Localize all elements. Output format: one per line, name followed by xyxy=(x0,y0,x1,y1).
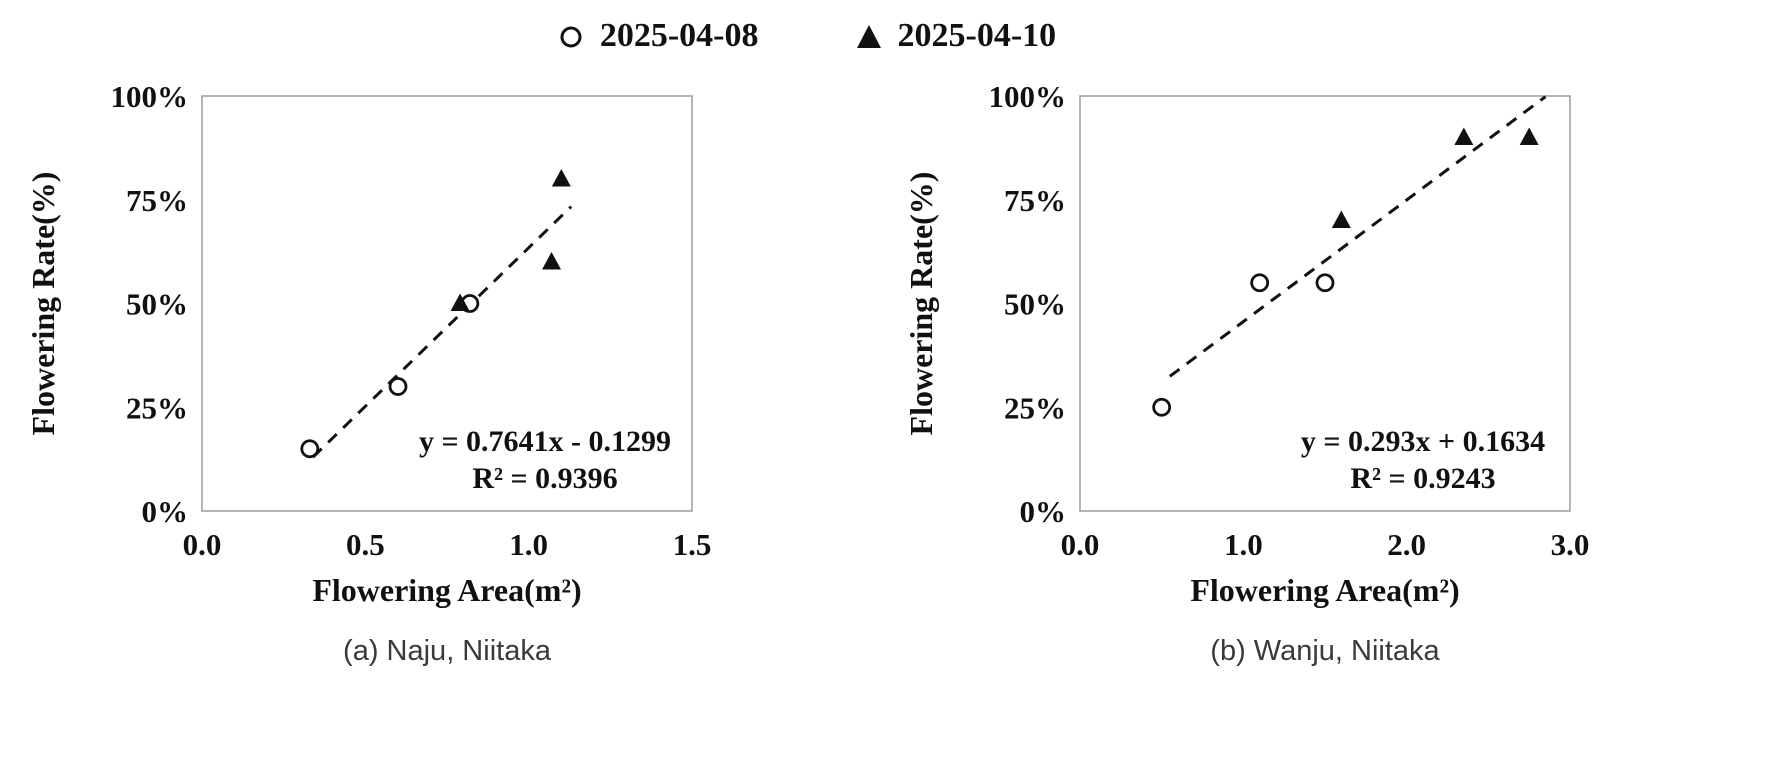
chart-naju-caption: (a) Naju, Niitaka xyxy=(343,635,551,667)
plot-frame xyxy=(1079,95,1571,512)
chart-wanju: 0% 25% 50% 75% 100% 0.0 1.0 2.0 3.0 Flowering Are… xyxy=(890,76,1600,668)
x-tick-label: 1.0 xyxy=(1224,527,1263,562)
legend-label-2025-04-10: 2025-04-10 xyxy=(897,17,1057,54)
chart-wanju-caption: (b) Wanju, Niitaka xyxy=(1210,635,1440,667)
trendline xyxy=(1168,95,1547,378)
y-tick-label: 75% xyxy=(1004,183,1066,218)
x-tick-label: 0.0 xyxy=(183,527,222,562)
y-axis-title: Flowering Rate(%) xyxy=(25,172,61,436)
data-point-circle xyxy=(1250,273,1270,293)
charts-row: 0% 25% 50% 75% 100% 0.0 0.5 1.0 1.5 Flowering Are… xyxy=(0,76,1772,668)
y-tick-label: 75% xyxy=(126,183,188,218)
filled-triangle-marker-icon xyxy=(856,25,881,48)
x-tick-label: 0.0 xyxy=(1061,527,1100,562)
trendline-equation: y = 0.293x + 0.1634 xyxy=(1301,425,1545,458)
x-tick-label: 1.5 xyxy=(673,527,712,562)
y-tick-label: 0% xyxy=(1020,494,1067,529)
y-tick-label: 25% xyxy=(1004,390,1066,425)
chart-naju: 0% 25% 50% 75% 100% 0.0 0.5 1.0 1.5 Flowering Are… xyxy=(12,76,722,668)
trendline-equation: y = 0.7641x - 0.1299 xyxy=(419,425,671,458)
data-point-triangle xyxy=(551,169,571,187)
legend-item-2025-04-10: 2025-04-10 xyxy=(854,17,1057,55)
data-point-triangle xyxy=(1454,127,1474,145)
x-tick-label: 0.5 xyxy=(346,527,385,562)
x-tick-label: 2.0 xyxy=(1387,527,1426,562)
x-axis-title: Flowering Area(m²) xyxy=(1190,572,1459,608)
y-tick-label: 0% xyxy=(142,494,189,529)
chart-legend: 2025-04-08 2025-04-10 xyxy=(0,10,1612,62)
data-point-triangle xyxy=(450,293,470,311)
chart-naju-plot: 0% 25% 50% 75% 100% 0.0 0.5 1.0 1.5 Flowering Are… xyxy=(25,79,712,608)
data-point-triangle xyxy=(1331,210,1351,228)
data-point-circle xyxy=(300,439,320,459)
y-tick-label: 25% xyxy=(126,390,188,425)
x-axis-title: Flowering Area(m²) xyxy=(312,572,581,608)
y-tick-label: 100% xyxy=(111,79,189,114)
x-tick-label: 1.0 xyxy=(509,527,548,562)
chart-wanju-plot: 0% 25% 50% 75% 100% 0.0 1.0 2.0 3.0 Flowering Are… xyxy=(903,79,1590,608)
x-tick-label: 3.0 xyxy=(1551,527,1590,562)
legend-item-2025-04-08: 2025-04-08 xyxy=(556,17,759,55)
trendline xyxy=(312,205,573,459)
legend-label-2025-04-08: 2025-04-08 xyxy=(599,17,759,54)
y-tick-label: 50% xyxy=(126,287,188,322)
data-point-circle xyxy=(1152,397,1172,417)
y-tick-label: 50% xyxy=(1004,287,1066,322)
y-tick-label: 100% xyxy=(989,79,1067,114)
data-point-circle xyxy=(1315,273,1335,293)
trendline-r2: R² = 0.9396 xyxy=(472,462,617,495)
y-axis-title: Flowering Rate(%) xyxy=(903,172,939,436)
plot-frame xyxy=(201,95,693,512)
data-point-triangle xyxy=(542,252,562,270)
data-point-triangle xyxy=(1519,127,1539,145)
trendline-r2: R² = 0.9243 xyxy=(1350,462,1495,495)
data-point-circle xyxy=(388,377,408,396)
open-circle-marker-icon xyxy=(560,26,582,48)
